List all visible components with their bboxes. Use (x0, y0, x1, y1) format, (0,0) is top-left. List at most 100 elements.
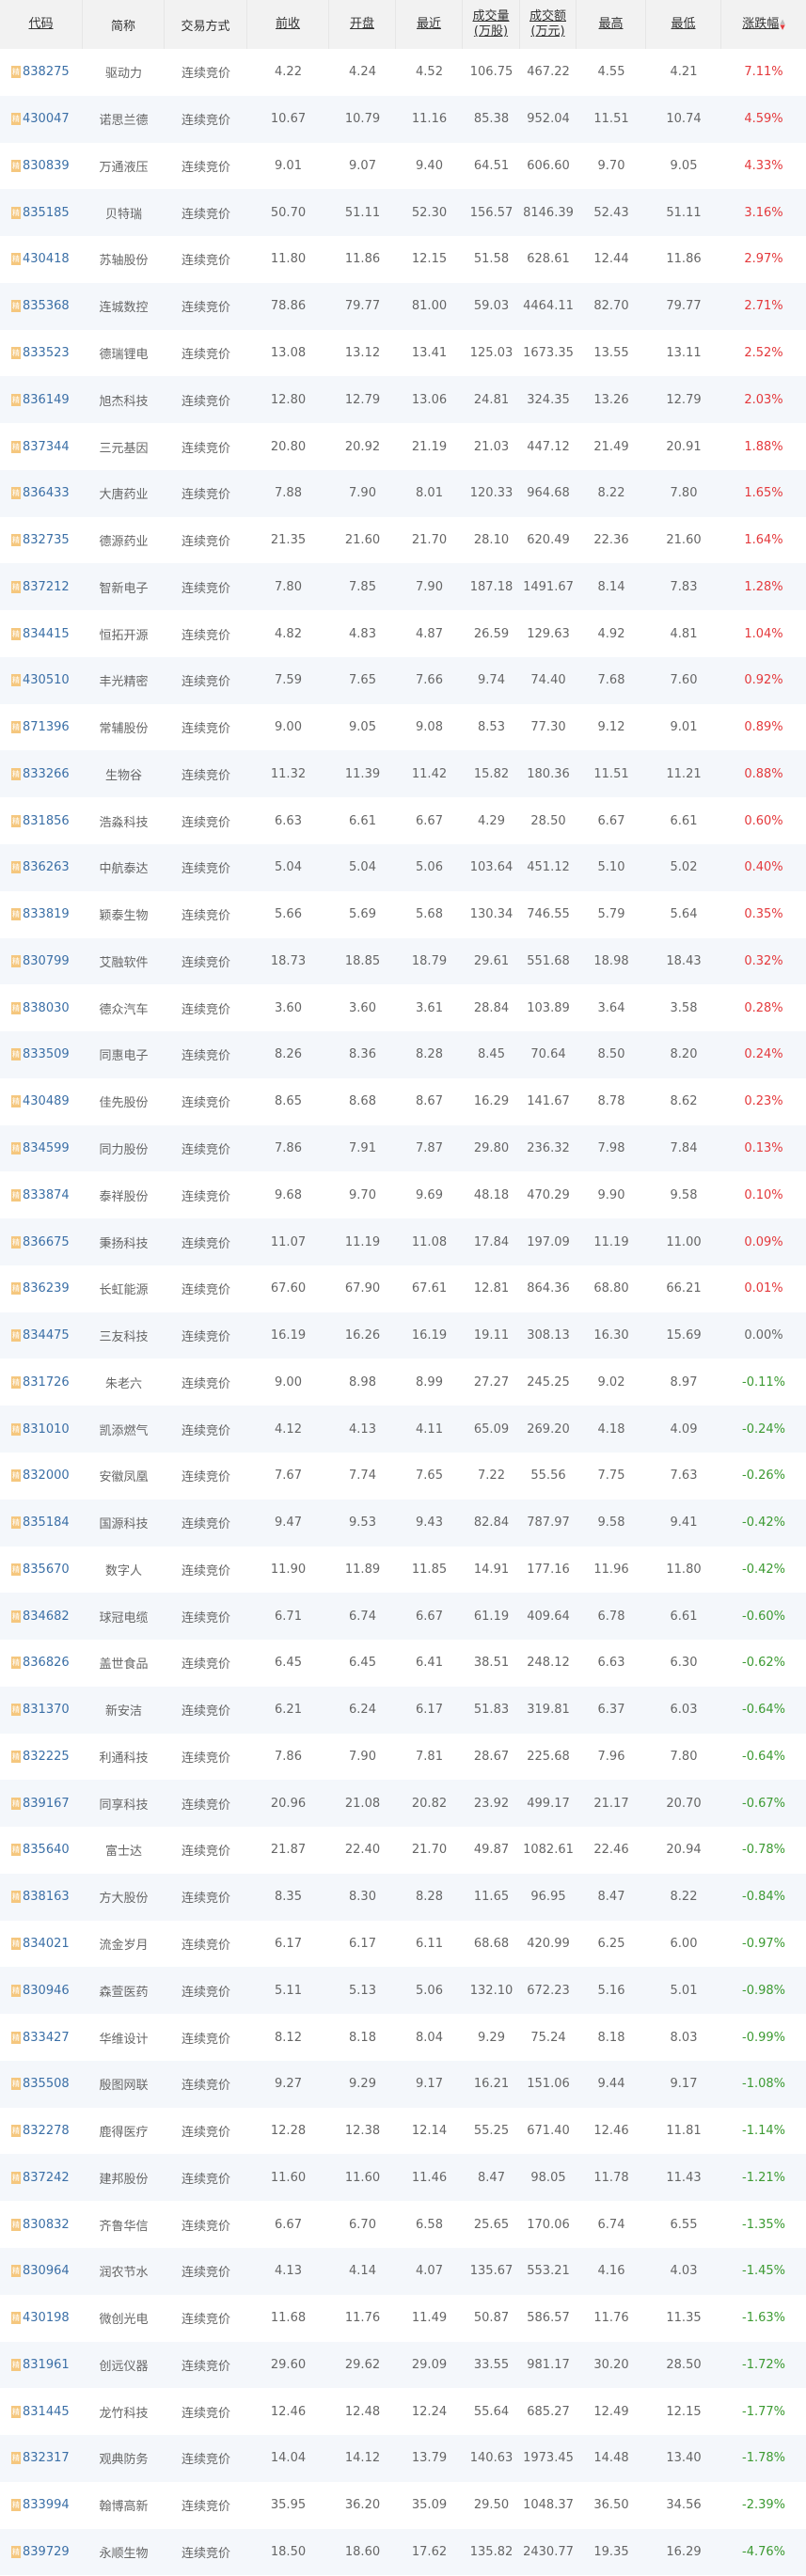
cell-code[interactable]: 精 833874 (0, 1171, 83, 1218)
stock-code-link[interactable]: 831856 (23, 813, 70, 828)
table-row[interactable]: 精 834475 三友科技 连续竞价 16.19 16.26 16.19 19.11 308.1… (0, 1312, 806, 1359)
table-row[interactable]: 精 835508 殷图网联 连续竞价 9.27 9.29 9.17 16.21 151.06 9.… (0, 2060, 806, 2108)
table-row[interactable]: 精 836263 中航泰达 连续竞价 5.04 5.04 5.06 103.64 451.12 5… (0, 844, 806, 891)
stock-code-link[interactable]: 830799 (23, 953, 70, 968)
stock-code-link[interactable]: 832317 (23, 2451, 70, 2466)
stock-code-link[interactable]: 836149 (23, 392, 70, 407)
stock-code-link[interactable]: 832735 (23, 533, 70, 548)
cell-code[interactable]: 精 836675 (0, 1218, 83, 1265)
cell-code[interactable]: 精 430489 (0, 1078, 83, 1125)
stock-code-link[interactable]: 832000 (23, 1469, 70, 1484)
stock-code-link[interactable]: 430418 (23, 252, 70, 267)
stock-code-link[interactable]: 831961 (23, 2357, 70, 2372)
cell-code[interactable]: 精 831726 (0, 1359, 83, 1406)
cell-code[interactable]: 精 838275 (0, 49, 83, 96)
header-change-label[interactable]: 涨跌幅 (742, 17, 780, 31)
stock-code-link[interactable]: 834475 (23, 1328, 70, 1343)
table-row[interactable]: 精 834599 同力股份 连续竞价 7.86 7.91 7.87 29.80 236.32 7.… (0, 1124, 806, 1172)
table-row[interactable]: 精 832317 观典防务 连续竞价 14.04 14.12 13.79 140.63 1973… (0, 2435, 806, 2482)
table-row[interactable]: 精 835670 数字人 连续竞价 11.90 11.89 11.85 14.91 177.16… (0, 1547, 806, 1594)
cell-code[interactable]: 精 832735 (0, 517, 83, 564)
table-row[interactable]: 精 830839 万通液压 连续竞价 9.01 9.07 9.40 64.51 606.60 9.… (0, 143, 806, 190)
table-row[interactable]: 精 833874 泰祥股份 连续竞价 9.68 9.70 9.69 48.18 470.29 9.… (0, 1171, 806, 1218)
cell-code[interactable]: 精 838030 (0, 984, 83, 1031)
table-row[interactable]: 精 836239 长虹能源 连续竞价 67.60 67.90 67.61 12.81 864.3… (0, 1265, 806, 1312)
table-row[interactable]: 精 830946 森萱医药 连续竞价 5.11 5.13 5.06 132.10 672.23 5… (0, 1967, 806, 2015)
stock-code-link[interactable]: 835508 (23, 2077, 70, 2092)
stock-code-link[interactable]: 836826 (23, 1656, 70, 1671)
cell-code[interactable]: 精 830839 (0, 143, 83, 190)
table-row[interactable]: 精 836433 大唐药业 连续竞价 7.88 7.90 8.01 120.33 964.68 8… (0, 469, 806, 517)
stock-code-link[interactable]: 838030 (23, 1000, 70, 1015)
table-row[interactable]: 精 834415 恒拓开源 连续竞价 4.82 4.83 4.87 26.59 129.63 4.… (0, 610, 806, 657)
table-row[interactable]: 精 835184 国源科技 连续竞价 9.47 9.53 9.43 82.84 787.97 9.… (0, 1499, 806, 1547)
cell-code[interactable]: 精 830946 (0, 1967, 83, 2014)
table-row[interactable]: 精 430198 微创光电 连续竞价 11.68 11.76 11.49 50.87 586.5… (0, 2295, 806, 2342)
stock-code-link[interactable]: 835368 (23, 299, 70, 314)
cell-code[interactable]: 精 837344 (0, 423, 83, 470)
stock-code-link[interactable]: 835185 (23, 205, 70, 220)
cell-code[interactable]: 精 836826 (0, 1640, 83, 1687)
table-row[interactable]: 精 430489 佳先股份 连续竞价 8.65 8.68 8.67 16.29 141.67 8.… (0, 1078, 806, 1125)
table-row[interactable]: 精 832225 利通科技 连续竞价 7.86 7.90 7.81 28.67 225.68 7.… (0, 1734, 806, 1781)
cell-code[interactable]: 精 834682 (0, 1593, 83, 1640)
stock-code-link[interactable]: 835184 (23, 1516, 70, 1531)
table-row[interactable]: 精 838275 驱动力 连续竞价 4.22 4.24 4.52 106.75 467.22 4.… (0, 49, 806, 96)
header-prev[interactable]: 前收 (247, 0, 329, 49)
table-row[interactable]: 精 830799 艾融软件 连续竞价 18.73 18.85 18.79 29.61 551.6… (0, 937, 806, 985)
cell-code[interactable]: 精 833509 (0, 1031, 83, 1078)
stock-code-link[interactable]: 833266 (23, 766, 70, 781)
table-row[interactable]: 精 836826 盖世食品 连续竞价 6.45 6.45 6.41 38.51 248.12 6.… (0, 1640, 806, 1687)
cell-code[interactable]: 精 834599 (0, 1125, 83, 1172)
table-row[interactable]: 精 831010 凯添燃气 连续竞价 4.12 4.13 4.11 65.09 269.20 4.… (0, 1406, 806, 1453)
stock-code-link[interactable]: 837242 (23, 2170, 70, 2185)
stock-code-link[interactable]: 838163 (23, 1890, 70, 1905)
cell-code[interactable]: 精 836149 (0, 376, 83, 423)
table-row[interactable]: 精 832278 鹿得医疗 连续竞价 12.28 12.38 12.14 55.25 671.4… (0, 2108, 806, 2155)
stock-code-link[interactable]: 833427 (23, 2030, 70, 2045)
cell-code[interactable]: 精 835640 (0, 1827, 83, 1874)
table-row[interactable]: 精 832000 安徽凤凰 连续竞价 7.67 7.74 7.65 7.22 55.56 7.75… (0, 1453, 806, 1500)
cell-code[interactable]: 精 830799 (0, 938, 83, 985)
stock-code-link[interactable]: 834599 (23, 1140, 70, 1155)
cell-code[interactable]: 精 831856 (0, 797, 83, 844)
table-row[interactable]: 精 831445 龙竹科技 连续竞价 12.46 12.48 12.24 55.64 685.2… (0, 2388, 806, 2435)
table-row[interactable]: 精 838163 方大股份 连续竞价 8.35 8.30 8.28 11.65 96.95 8.4… (0, 1873, 806, 1921)
header-open[interactable]: 开盘 (329, 0, 396, 49)
stock-code-link[interactable]: 831726 (23, 1374, 70, 1390)
stock-code-link[interactable]: 833994 (23, 2498, 70, 2513)
cell-code[interactable]: 精 835508 (0, 2061, 83, 2108)
table-row[interactable]: 精 430047 诺思兰德 连续竞价 10.67 10.79 11.16 85.38 952.0… (0, 95, 806, 143)
cell-code[interactable]: 精 831445 (0, 2388, 83, 2435)
cell-code[interactable]: 精 832278 (0, 2108, 83, 2155)
stock-code-link[interactable]: 830839 (23, 158, 70, 173)
stock-code-link[interactable]: 834682 (23, 1609, 70, 1624)
table-row[interactable]: 精 836675 秉扬科技 连续竞价 11.07 11.19 11.08 17.84 197.0… (0, 1218, 806, 1265)
stock-code-link[interactable]: 833874 (23, 1187, 70, 1202)
header-low[interactable]: 最低 (646, 0, 721, 49)
table-row[interactable]: 精 834021 流金岁月 连续竞价 6.17 6.17 6.11 68.68 420.99 6.… (0, 1921, 806, 1968)
table-row[interactable]: 精 871396 常辅股份 连续竞价 9.00 9.05 9.08 8.53 77.30 9.12… (0, 704, 806, 751)
cell-code[interactable]: 精 833994 (0, 2482, 83, 2529)
cell-code[interactable]: 精 833819 (0, 891, 83, 938)
stock-code-link[interactable]: 833819 (23, 907, 70, 922)
stock-code-link[interactable]: 838275 (23, 65, 70, 80)
stock-code-link[interactable]: 839167 (23, 1796, 70, 1811)
table-row[interactable]: 精 833523 德瑞锂电 连续竞价 13.08 13.12 13.41 125.03 1673… (0, 330, 806, 377)
table-row[interactable]: 精 830832 齐鲁华信 连续竞价 6.67 6.70 6.58 25.65 170.06 6.… (0, 2201, 806, 2248)
stock-code-link[interactable]: 430510 (23, 673, 70, 688)
cell-code[interactable]: 精 831370 (0, 1687, 83, 1734)
table-row[interactable]: 精 831726 朱老六 连续竞价 9.00 8.98 8.99 27.27 245.25 9.0… (0, 1359, 806, 1406)
cell-code[interactable]: 精 839729 (0, 2529, 83, 2576)
cell-code[interactable]: 精 832225 (0, 1734, 83, 1781)
cell-code[interactable]: 精 831961 (0, 2342, 83, 2389)
header-high-label[interactable]: 最高 (598, 17, 624, 31)
table-row[interactable]: 精 430510 丰光精密 连续竞价 7.59 7.65 7.66 9.74 74.40 7.68… (0, 656, 806, 704)
cell-code[interactable]: 精 837212 (0, 563, 83, 610)
stock-code-link[interactable]: 833523 (23, 345, 70, 360)
table-row[interactable]: 精 832735 德源药业 连续竞价 21.35 21.60 21.70 28.10 620.4… (0, 517, 806, 564)
cell-code[interactable]: 精 430047 (0, 96, 83, 143)
table-row[interactable]: 精 834682 球冠电缆 连续竞价 6.71 6.74 6.67 61.19 409.64 6.… (0, 1593, 806, 1641)
cell-code[interactable]: 精 835670 (0, 1547, 83, 1594)
header-low-label[interactable]: 最低 (671, 17, 696, 31)
